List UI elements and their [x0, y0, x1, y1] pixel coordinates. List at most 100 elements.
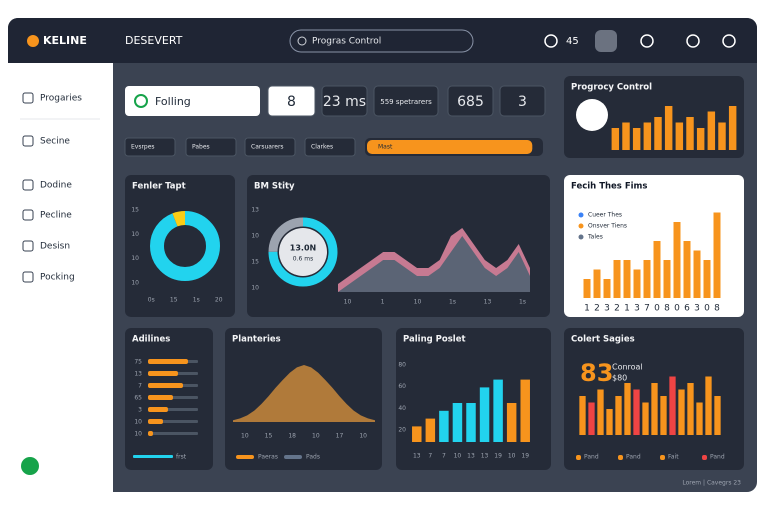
- bar: [683, 241, 691, 298]
- ring-value: 13.0N: [290, 244, 316, 253]
- ring-sub: 0.6 ms: [293, 256, 313, 263]
- legend-label: frst: [176, 454, 187, 461]
- nav-item[interactable]: Pecline: [40, 211, 72, 221]
- row-bar: [148, 371, 178, 376]
- row-bar: [148, 419, 163, 424]
- x-tick-label: 19: [494, 453, 502, 460]
- nav-icon: [22, 135, 34, 147]
- panel-title: BM Stity: [254, 182, 295, 192]
- bar: [466, 403, 476, 442]
- x-tick-label: 10: [454, 453, 462, 460]
- bar: [713, 212, 721, 298]
- notify-count: 45: [566, 36, 579, 47]
- kpi: 83: [580, 359, 613, 387]
- x-tick-label: 20: [215, 297, 223, 304]
- x-tick-label: 0s: [148, 297, 155, 304]
- filter[interactable]: [124, 137, 176, 157]
- x-tick-label: 1: [624, 304, 630, 314]
- progress-label: Mast: [378, 144, 393, 151]
- bar: [693, 250, 701, 298]
- row-label: 75: [134, 359, 142, 366]
- select[interactable]: [125, 86, 260, 116]
- header-icon[interactable]: [722, 34, 736, 48]
- bar: [622, 122, 630, 150]
- row-label: 65: [134, 395, 142, 402]
- x-tick-label: 10: [241, 433, 249, 440]
- kpi-sub: Conroal: [612, 363, 643, 372]
- row-bar: [148, 431, 153, 436]
- filter-text: Clarkes: [311, 144, 333, 151]
- bar: [439, 410, 449, 442]
- x-tick-label: 19: [521, 453, 529, 460]
- y-tick-label: 10: [131, 255, 139, 262]
- x-tick-label: 15: [265, 433, 273, 440]
- row-label: 10: [134, 419, 142, 426]
- bar: [696, 128, 705, 150]
- bar: [703, 260, 711, 298]
- bar: [493, 379, 503, 442]
- sidebar: [8, 63, 113, 492]
- bar: [603, 279, 611, 298]
- nav-item[interactable]: Progaries: [40, 94, 82, 104]
- row-label: 13: [134, 371, 142, 378]
- legend-label: Onsver Tiens: [588, 223, 627, 230]
- nav-icon: [22, 92, 34, 104]
- help-button[interactable]: [21, 457, 39, 475]
- legend-swatch: [284, 455, 302, 459]
- nav-item[interactable]: Dodine: [40, 181, 72, 191]
- select-icon: [134, 94, 148, 108]
- search-box[interactable]: [289, 29, 474, 53]
- x-tick-label: 0: [674, 304, 680, 314]
- stat-box: [321, 85, 368, 117]
- panel-title: Paling Poslet: [403, 335, 466, 345]
- header-icon[interactable]: [686, 34, 700, 48]
- y-tick-label: 40: [398, 405, 406, 412]
- avatar[interactable]: [595, 30, 617, 52]
- row-track: [148, 432, 198, 435]
- stat-box: [267, 85, 316, 117]
- bar: [718, 122, 726, 150]
- filter-text: Carsuarers: [251, 144, 284, 151]
- x-tick-label: 6: [684, 304, 690, 314]
- x-tick-label: 7: [428, 453, 432, 460]
- legend-label: Tales: [587, 234, 603, 241]
- nav-icon: [22, 209, 34, 221]
- header-icon[interactable]: [640, 34, 654, 48]
- stat-box: [447, 85, 494, 117]
- bar: [728, 106, 737, 150]
- ring-segment: [268, 217, 338, 287]
- nav-item[interactable]: Desisn: [40, 242, 70, 252]
- x-tick-label: 7: [442, 453, 446, 460]
- area: [338, 236, 530, 292]
- y-tick-label: 13: [251, 207, 259, 214]
- bar: [663, 260, 671, 298]
- bar: [506, 403, 517, 442]
- panel-title: Fenler Tapt: [132, 182, 186, 192]
- bar: [669, 376, 676, 435]
- x-tick-label: 1s: [449, 299, 456, 306]
- legend-label: Pand: [584, 454, 599, 461]
- x-tick-label: 13: [484, 299, 492, 306]
- legend-swatch: [576, 455, 581, 460]
- filter[interactable]: [304, 137, 356, 157]
- nav-item[interactable]: Pocking: [40, 273, 75, 283]
- x-tick-label: 8: [714, 304, 720, 314]
- legend-label: Pand: [626, 454, 641, 461]
- x-tick-label: 18: [288, 433, 296, 440]
- ring-segment: [150, 211, 220, 281]
- bar: [705, 376, 712, 435]
- x-tick-label: 7: [644, 304, 650, 314]
- nav-item[interactable]: Secine: [40, 137, 70, 147]
- panel-title: Planteries: [232, 335, 281, 345]
- stat: 8: [287, 94, 296, 110]
- x-tick-label: 15: [170, 297, 178, 304]
- bar: [673, 222, 681, 298]
- y-tick-label: 10: [131, 280, 139, 287]
- filter[interactable]: [185, 137, 237, 157]
- panel: [125, 175, 235, 317]
- filter[interactable]: [244, 137, 296, 157]
- x-tick-label: 10: [344, 299, 352, 306]
- notify-icon[interactable]: [544, 34, 558, 48]
